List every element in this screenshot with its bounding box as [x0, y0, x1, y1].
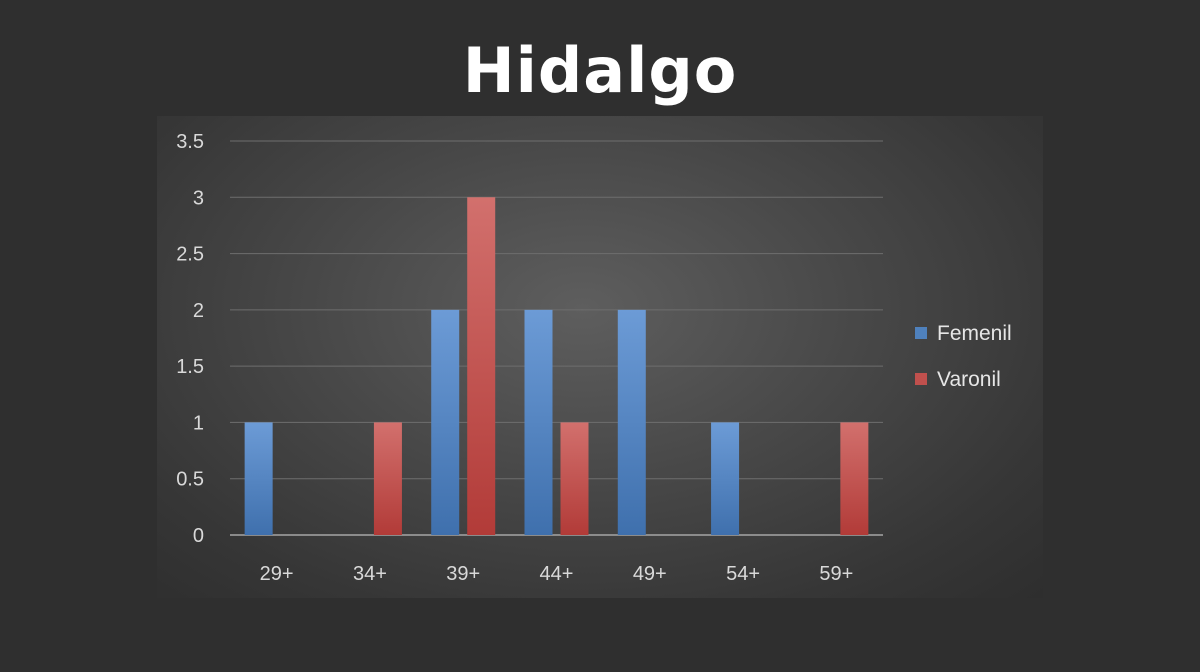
y-tick-label: 3.5 [176, 131, 204, 153]
bar-femenil-44plus [524, 309, 553, 535]
x-tick-label: 49+ [633, 563, 667, 585]
y-tick-label: 2.5 [176, 244, 204, 266]
legend-swatch-femenil [915, 327, 927, 339]
x-tick-label: 29+ [260, 563, 294, 585]
bar-chart: 0 0.5 1 1.5 2 2.5 3 3.5 29+ 34+ 39+ 44+ 49+ 54+ 59+ Fe… [176, 131, 1012, 585]
legend-label-femenil: Femenil [937, 322, 1012, 345]
x-tick-label: 44+ [540, 563, 574, 585]
y-tick-label: 1.5 [176, 356, 204, 378]
x-tick-label: 34+ [353, 563, 387, 585]
y-tick-label: 0 [193, 525, 204, 547]
bar-varonil-44plus [560, 422, 589, 535]
legend-label-varonil: Varonil [937, 368, 1001, 391]
y-tick-label: 3 [193, 187, 204, 209]
bar-femenil-49plus [617, 309, 646, 535]
bar-varonil-39plus [467, 197, 496, 535]
bar-varonil-34plus [373, 422, 402, 535]
y-tick-label: 0.5 [176, 469, 204, 491]
y-tick-label: 2 [193, 300, 204, 322]
legend-swatch-varonil [915, 373, 927, 385]
bar-femenil-39plus [431, 309, 460, 535]
chart-title: Hidalgo [462, 34, 738, 107]
bar-femenil-29plus [244, 422, 273, 535]
y-tick-label: 1 [193, 412, 204, 434]
x-tick-label: 59+ [819, 563, 853, 585]
chart-panel: 0 0.5 1 1.5 2 2.5 3 3.5 29+ 34+ 39+ 44+ 49+ 54+ 59+ Fe… [157, 116, 1043, 598]
bar-varonil-59plus [840, 422, 869, 535]
x-tick-label: 54+ [726, 563, 760, 585]
x-tick-label: 39+ [446, 563, 480, 585]
bar-femenil-54plus [711, 422, 740, 535]
